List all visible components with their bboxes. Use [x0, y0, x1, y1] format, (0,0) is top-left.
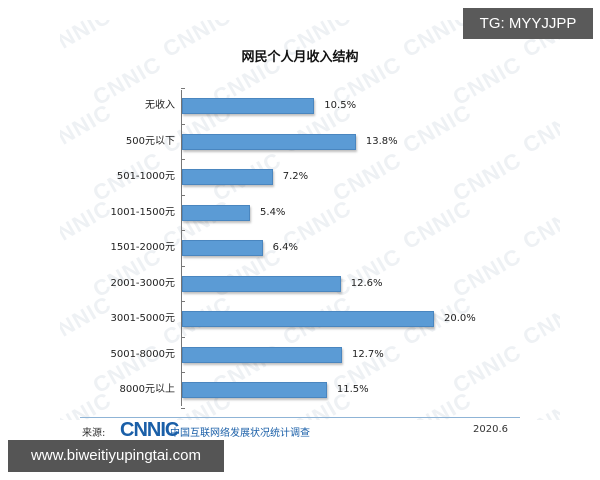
- bar-row: 5001-8000元 12.7%: [60, 346, 540, 364]
- bar-row: 500元以下 13.8%: [60, 133, 540, 151]
- axis-tick: [181, 301, 185, 302]
- bar: [182, 311, 434, 327]
- axis-tick: [181, 88, 185, 89]
- bar: [182, 169, 273, 185]
- category-label: 1001-1500元: [110, 206, 175, 218]
- axis-tick: [181, 372, 185, 373]
- category-label: 8000元以上: [119, 384, 175, 395]
- value-label: 11.5%: [336, 384, 369, 395]
- axis-tick: [181, 265, 185, 267]
- category-label: 500元以下: [125, 135, 175, 147]
- value-label: 10.5%: [324, 100, 357, 111]
- value-label: 6.4%: [272, 242, 299, 253]
- y-axis-line: [181, 90, 182, 406]
- bar-row: 无收入 10.5%: [60, 97, 540, 115]
- axis-tick: [181, 230, 185, 231]
- bar-row: 1501-2000元 6.4%: [60, 239, 540, 257]
- bar-row: 501-1000元 7.2%: [60, 168, 540, 186]
- tg-overlay-badge: TG: MYYJJPP: [463, 8, 593, 39]
- bar: [182, 382, 327, 398]
- bar: [182, 346, 343, 363]
- value-label: 12.6%: [350, 277, 383, 289]
- axis-tick: [181, 159, 185, 160]
- axis-tick: [181, 336, 185, 338]
- category-label: 2001-3000元: [110, 277, 175, 289]
- bar: [182, 275, 341, 292]
- value-label: 20.0%: [444, 313, 476, 324]
- axis-tick: [181, 407, 185, 409]
- value-label: 5.4%: [260, 206, 286, 218]
- plot-area: 无收入 10.5% 500元以下 13.8% 501-1000元 7.2% 1001-150…: [60, 88, 540, 409]
- url-overlay-badge: www.biweitiyupingtai.com: [8, 440, 224, 472]
- chart-title: 网民个人月收入结构: [241, 50, 359, 65]
- category-label: 501-1000元: [116, 171, 175, 182]
- category-label: 1501-2000元: [110, 242, 175, 253]
- bar: [182, 204, 251, 221]
- bar: [182, 133, 356, 150]
- chart-footer: 来源: CNNIC 中国互联网络发展状况统计调查 2020.6: [80, 420, 520, 442]
- axis-tick: [181, 194, 185, 196]
- category-label: 5001-8000元: [110, 348, 175, 360]
- source-label: 来源:: [82, 428, 106, 439]
- axis-tick: [181, 123, 185, 125]
- value-label: 12.7%: [352, 348, 384, 360]
- source-date: 2020.6: [473, 424, 508, 435]
- footer-divider: [80, 417, 520, 418]
- value-label: 13.8%: [365, 135, 398, 147]
- bar: [182, 98, 315, 114]
- value-label: 7.2%: [282, 171, 309, 182]
- bar-row: 3001-5000元 20.0%: [60, 310, 540, 328]
- source-organization: 中国互联网络发展状况统计调查: [170, 428, 310, 439]
- cnnic-logo: CNNIC: [120, 419, 179, 441]
- bar-row: 2001-3000元 12.6%: [60, 275, 540, 293]
- bar-row: 1001-1500元 5.4%: [60, 204, 540, 222]
- bar: [182, 240, 263, 256]
- category-label: 无收入: [145, 100, 175, 111]
- category-label: 3001-5000元: [110, 313, 175, 324]
- bar-row: 8000元以上 11.5%: [60, 381, 540, 399]
